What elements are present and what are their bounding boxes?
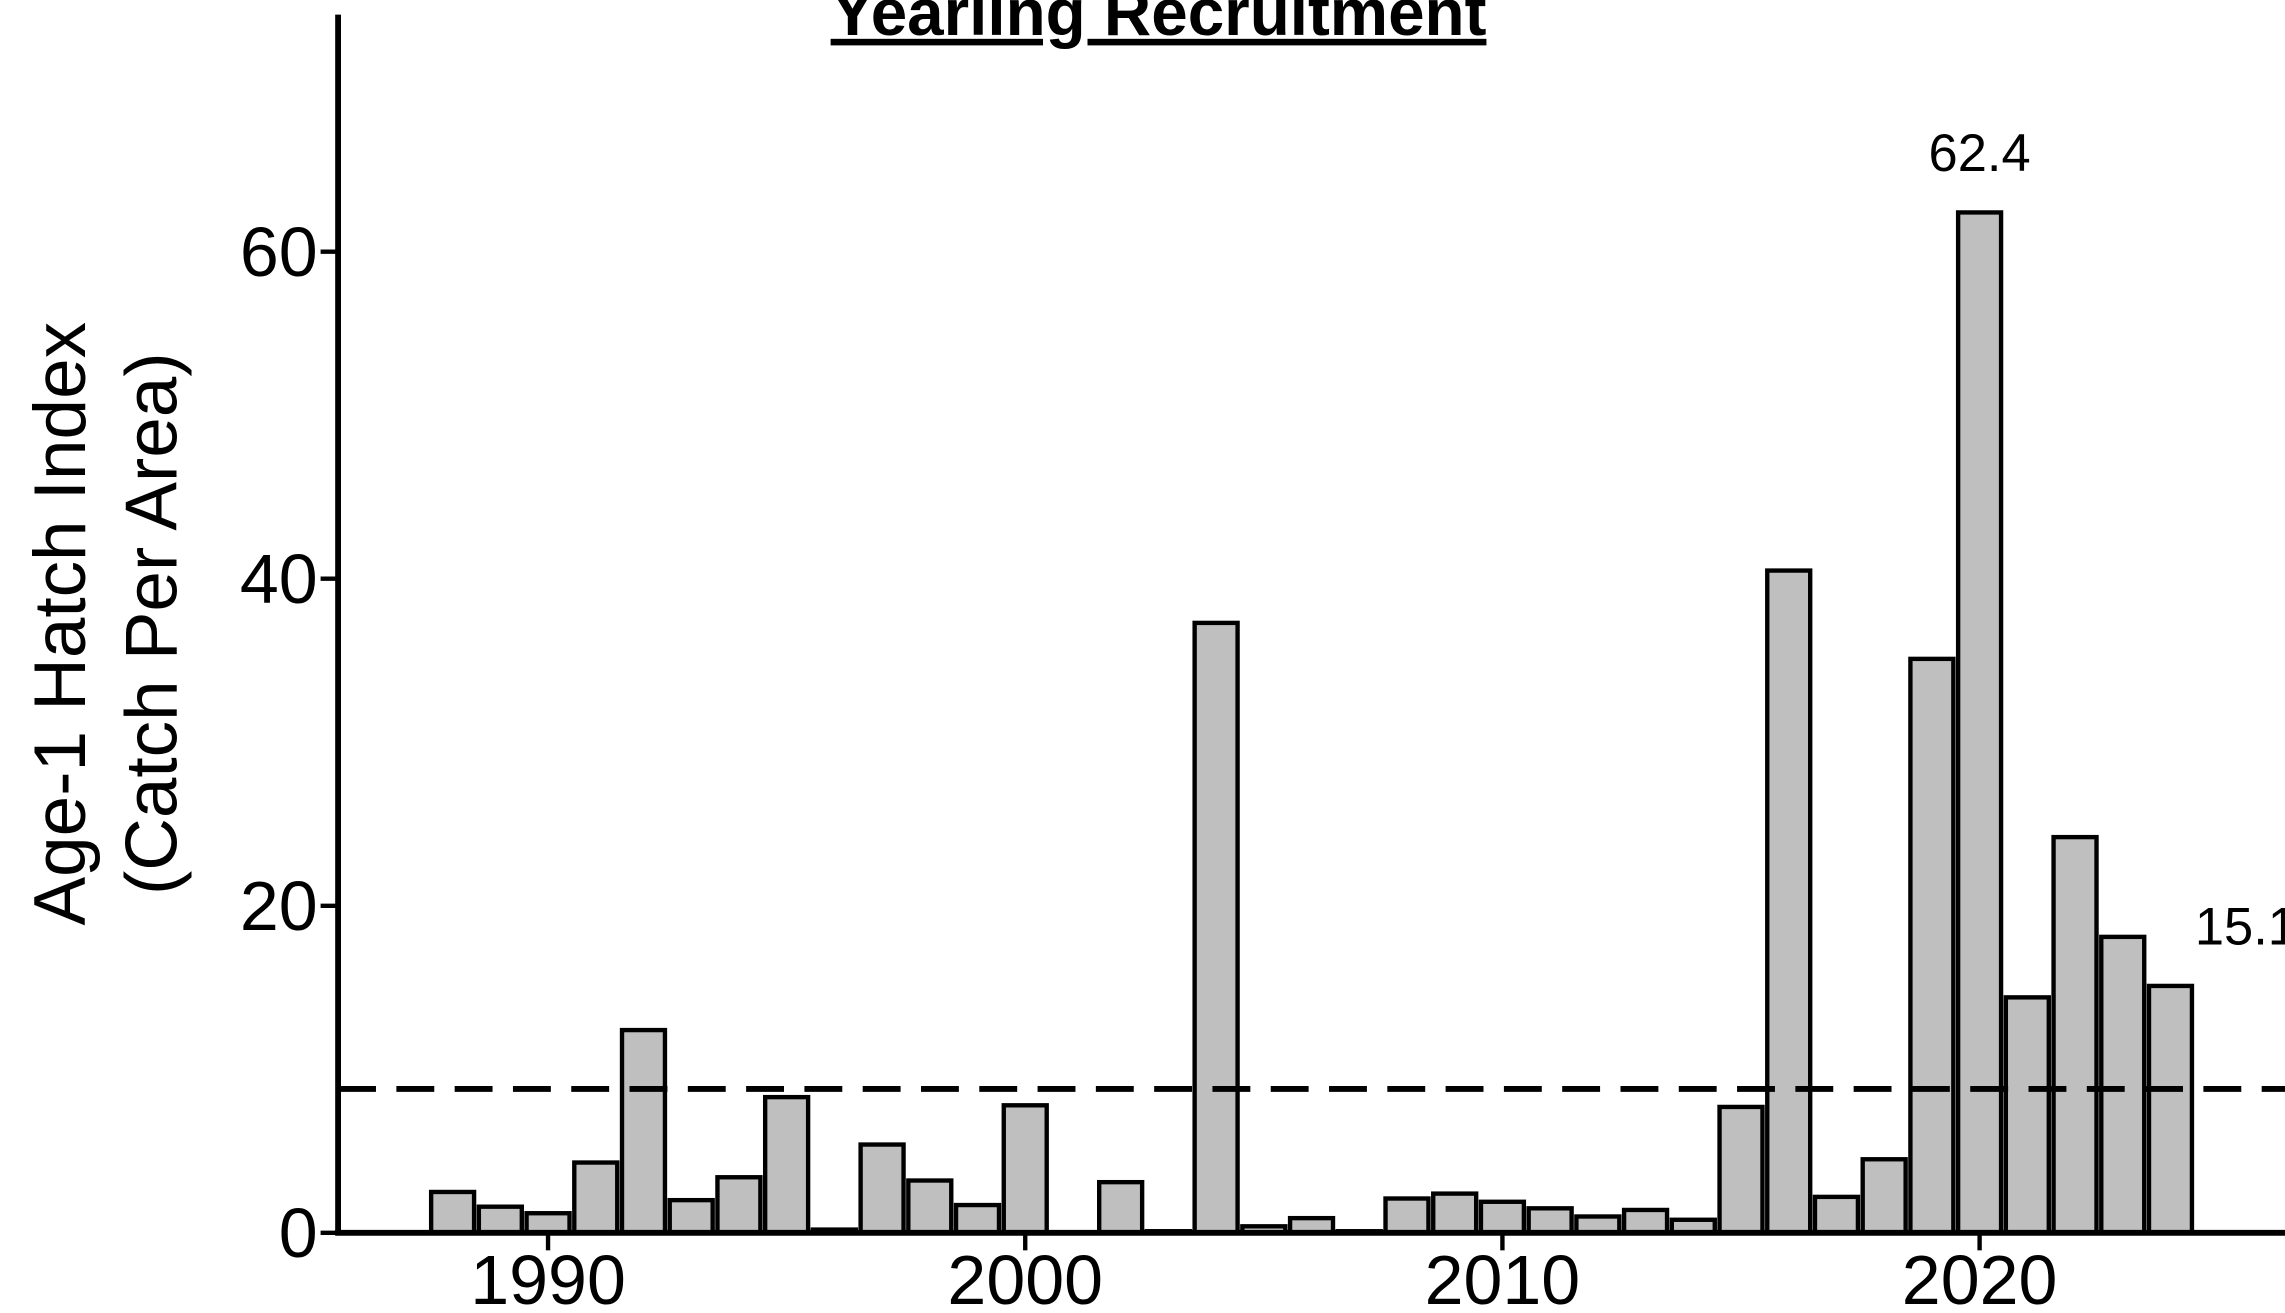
chart-title: Yearling Recruitment [831, 0, 1487, 49]
bar [2003, 995, 2051, 1236]
bar [572, 1160, 620, 1236]
bar [1526, 1206, 1574, 1236]
bar [619, 1027, 668, 1236]
bar [715, 1175, 763, 1236]
x-tick-label: 2000 [947, 1241, 1103, 1313]
bar [762, 1094, 811, 1236]
y-tick-label: 60 [240, 213, 318, 291]
x-tick-label: 1990 [470, 1241, 626, 1313]
bar [1478, 1199, 1527, 1236]
bar [1812, 1194, 1861, 1236]
bar [2146, 983, 2195, 1236]
bar [953, 1202, 1002, 1236]
bar [524, 1211, 572, 1236]
x-tick-label: 2010 [1425, 1241, 1581, 1313]
bar [1621, 1207, 1670, 1236]
bar [1908, 656, 1956, 1236]
bar [858, 1142, 906, 1236]
bar [1383, 1196, 1431, 1236]
bar [1001, 1103, 1049, 1236]
y-axis-label: (Catch Per Area) [112, 352, 193, 895]
bar [1860, 1157, 1908, 1236]
data-label: 15.1 [2195, 898, 2285, 956]
bar [1765, 568, 1813, 1236]
y-tick-label: 0 [279, 1194, 318, 1272]
bar [1717, 1104, 1765, 1236]
bar [2051, 834, 2099, 1236]
bar [906, 1178, 954, 1236]
x-tick-label: 2020 [1902, 1241, 2058, 1313]
bar [476, 1204, 524, 1236]
bar [1955, 210, 2004, 1236]
bar [2099, 934, 2147, 1236]
y-axis-label: Age-1 Hatch Index [20, 322, 101, 925]
bar [1097, 1179, 1145, 1236]
y-tick-label: 20 [240, 867, 318, 945]
y-tick-label: 40 [240, 540, 318, 618]
bar [1431, 1191, 1479, 1236]
bar [667, 1197, 715, 1236]
bar [1192, 620, 1240, 1236]
data-label: 62.4 [1929, 125, 2031, 183]
bar [428, 1189, 477, 1236]
